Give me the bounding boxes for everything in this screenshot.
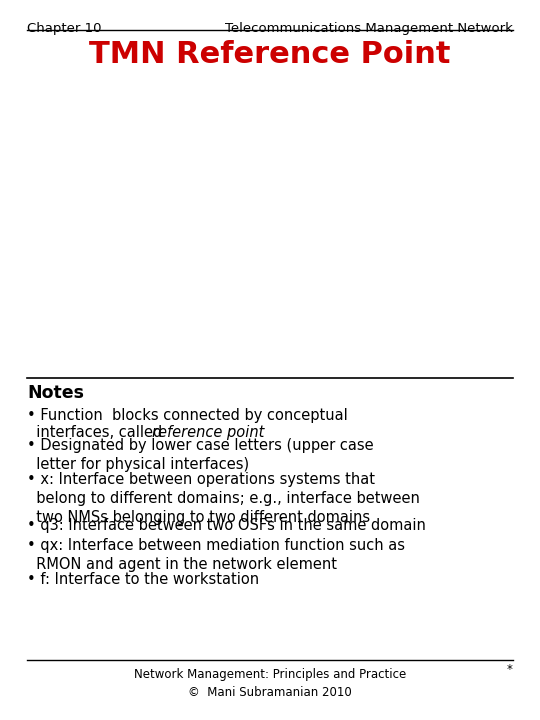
Text: • Function  blocks connected by conceptual: • Function blocks connected by conceptua… [27,408,348,423]
Text: Notes: Notes [27,384,84,402]
Text: ©  Mani Subramanian 2010: © Mani Subramanian 2010 [188,686,352,699]
Text: Network Management: Principles and Practice: Network Management: Principles and Pract… [134,668,406,681]
Text: • q3: Interface between two OSFs in the same domain: • q3: Interface between two OSFs in the … [27,518,426,533]
Text: Telecommunications Management Network: Telecommunications Management Network [225,22,513,35]
Text: • qx: Interface between mediation function such as
  RMON and agent in the netwo: • qx: Interface between mediation functi… [27,538,405,572]
Text: *: * [507,663,513,676]
Text: • x: Interface between operations systems that
  belong to different domains; e.: • x: Interface between operations system… [27,472,420,526]
Text: Chapter 10: Chapter 10 [27,22,102,35]
Text: reference point: reference point [152,425,264,440]
Text: TMN Reference Point: TMN Reference Point [89,40,451,69]
Text: interfaces, called: interfaces, called [27,425,167,440]
Text: • f: Interface to the workstation: • f: Interface to the workstation [27,572,259,587]
Text: • Designated by lower case letters (upper case
  letter for physical interfaces): • Designated by lower case letters (uppe… [27,438,374,472]
